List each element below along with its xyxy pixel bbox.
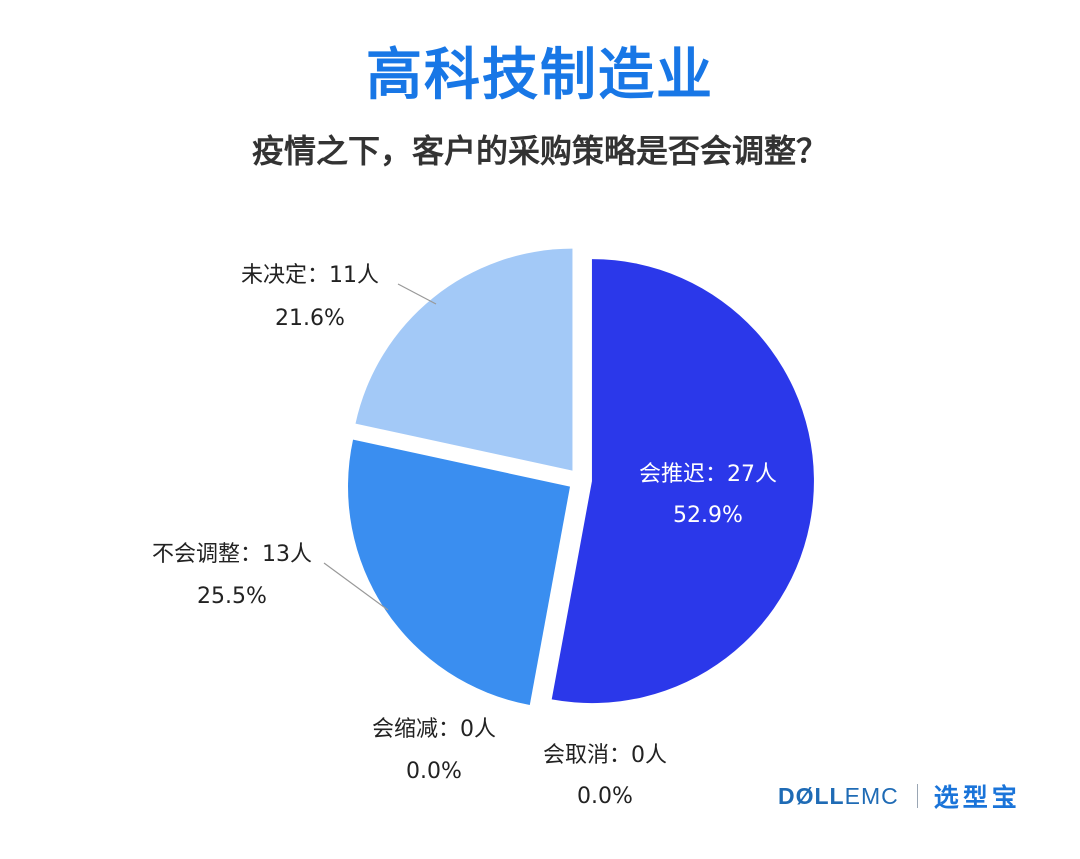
slice-percent-no-change: 25.5% [197,584,267,609]
brand-footer: DØLL EMC 选型宝 [778,780,1021,813]
chart-title: 高科技制造业 [366,43,714,108]
partner-logo: 选型宝 [933,783,1021,812]
slice-percent-cancel: 0.0% [577,784,633,809]
pie-slice-0 [551,259,814,704]
chart-subtitle: 疫情之下，客户的采购策略是否会调整？ [251,132,828,170]
leader-line-no-change [323,562,389,611]
slice-percent-postpone: 52.9% [673,503,743,528]
brand-divider [916,784,918,808]
slice-label-postpone: 会推迟：27人 [639,462,777,487]
slice-label-undecided: 未决定：11人 [241,263,379,288]
leader-line-undecided [397,283,437,305]
slice-label-no-change: 不会调整：13人 [152,542,312,567]
pie-slice-3 [348,439,571,705]
slice-label-cancel: 会取消：0人 [543,743,667,768]
emc-logo: EMC [844,782,899,809]
slice-percent-undecided: 21.6% [275,306,345,331]
slice-label-reduce: 会缩减：0人 [372,717,496,742]
pie-slice-4 [355,248,573,471]
dell-logo: DØLL [778,782,845,809]
pie-slices [348,248,814,705]
slice-percent-reduce: 0.0% [406,759,462,784]
